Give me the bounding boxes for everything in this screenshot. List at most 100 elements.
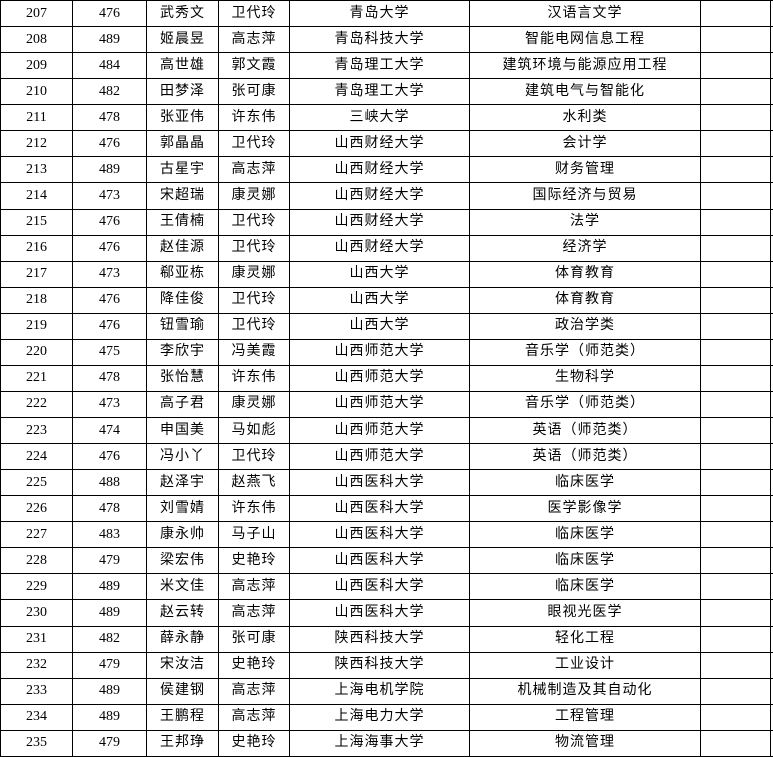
score-cell[interactable]: 473 [72, 182, 147, 210]
empty-cell[interactable] [700, 390, 771, 419]
row-number-cell[interactable]: 229 [0, 573, 73, 601]
row-number-cell[interactable]: 209 [0, 52, 73, 80]
student-name-cell[interactable]: 宋超瑞 [146, 182, 219, 210]
student-name-cell[interactable]: 姬晨昱 [146, 26, 219, 54]
empty-cell[interactable] [700, 599, 771, 627]
major-cell[interactable]: 临床医学 [469, 469, 701, 497]
empty-cell[interactable] [700, 286, 771, 314]
major-cell[interactable]: 建筑电气与智能化 [469, 78, 701, 106]
score-cell[interactable]: 483 [72, 521, 147, 549]
major-cell[interactable]: 音乐学（师范类） [469, 390, 701, 419]
score-cell[interactable]: 482 [72, 625, 147, 653]
row-number-cell[interactable]: 231 [0, 625, 73, 653]
score-cell[interactable]: 476 [72, 286, 147, 314]
major-cell[interactable]: 临床医学 [469, 547, 701, 575]
university-cell[interactable]: 陕西科技大学 [289, 651, 470, 679]
student-name-cell[interactable]: 郗亚栋 [146, 260, 219, 288]
university-cell[interactable]: 山西医科大学 [289, 599, 470, 627]
major-cell[interactable]: 音乐学（师范类） [469, 338, 701, 366]
empty-cell[interactable] [700, 234, 771, 262]
empty-cell[interactable] [700, 130, 771, 158]
university-cell[interactable]: 上海海事大学 [289, 729, 470, 757]
score-cell[interactable]: 473 [72, 390, 147, 419]
university-cell[interactable]: 山西财经大学 [289, 234, 470, 262]
teacher-name-cell[interactable]: 许东伟 [218, 104, 290, 132]
major-cell[interactable]: 工业设计 [469, 651, 701, 679]
score-cell[interactable]: 479 [72, 729, 147, 757]
major-cell[interactable]: 体育教育 [469, 286, 701, 314]
score-cell[interactable]: 476 [72, 443, 147, 471]
university-cell[interactable]: 山西医科大学 [289, 521, 470, 549]
score-cell[interactable]: 478 [72, 364, 147, 392]
row-number-cell[interactable]: 222 [0, 390, 73, 419]
teacher-name-cell[interactable]: 康灵娜 [218, 390, 290, 419]
row-number-cell[interactable]: 235 [0, 729, 73, 757]
empty-cell[interactable] [700, 104, 771, 132]
teacher-name-cell[interactable]: 卫代玲 [218, 130, 290, 158]
empty-cell[interactable] [700, 26, 771, 54]
score-cell[interactable]: 484 [72, 52, 147, 80]
major-cell[interactable]: 国际经济与贸易 [469, 182, 701, 210]
score-cell[interactable]: 482 [72, 78, 147, 106]
student-name-cell[interactable]: 赵佳源 [146, 234, 219, 262]
empty-cell[interactable] [700, 651, 771, 679]
student-name-cell[interactable]: 钮雪瑜 [146, 312, 219, 340]
teacher-name-cell[interactable]: 冯美霞 [218, 338, 290, 366]
major-cell[interactable]: 临床医学 [469, 521, 701, 549]
score-cell[interactable]: 489 [72, 677, 147, 705]
teacher-name-cell[interactable]: 卫代玲 [218, 0, 290, 28]
teacher-name-cell[interactable]: 张可康 [218, 78, 290, 106]
major-cell[interactable]: 机械制造及其自动化 [469, 677, 701, 705]
row-number-cell[interactable]: 216 [0, 234, 73, 262]
university-cell[interactable]: 山西大学 [289, 260, 470, 288]
university-cell[interactable]: 山西医科大学 [289, 547, 470, 575]
student-name-cell[interactable]: 王邦琤 [146, 729, 219, 757]
major-cell[interactable]: 工程管理 [469, 703, 701, 731]
major-cell[interactable]: 英语（师范类） [469, 443, 701, 471]
score-cell[interactable]: 476 [72, 130, 147, 158]
student-name-cell[interactable]: 郭晶晶 [146, 130, 219, 158]
teacher-name-cell[interactable]: 康灵娜 [218, 260, 290, 288]
score-cell[interactable]: 489 [72, 599, 147, 627]
empty-cell[interactable] [700, 364, 771, 392]
empty-cell[interactable] [700, 521, 771, 549]
row-number-cell[interactable]: 233 [0, 677, 73, 705]
teacher-name-cell[interactable]: 卫代玲 [218, 286, 290, 314]
empty-cell[interactable] [700, 443, 771, 471]
major-cell[interactable]: 英语（师范类） [469, 416, 701, 445]
university-cell[interactable]: 山西财经大学 [289, 130, 470, 158]
university-cell[interactable]: 上海电力大学 [289, 703, 470, 731]
university-cell[interactable]: 山西师范大学 [289, 416, 470, 445]
score-cell[interactable]: 476 [72, 208, 147, 236]
score-cell[interactable]: 476 [72, 234, 147, 262]
empty-cell[interactable] [700, 156, 771, 184]
major-cell[interactable]: 水利类 [469, 104, 701, 132]
empty-cell[interactable] [700, 338, 771, 366]
empty-cell[interactable] [700, 52, 771, 80]
empty-cell[interactable] [700, 677, 771, 705]
row-number-cell[interactable]: 215 [0, 208, 73, 236]
row-number-cell[interactable]: 230 [0, 599, 73, 627]
row-number-cell[interactable]: 228 [0, 547, 73, 575]
teacher-name-cell[interactable]: 高志萍 [218, 573, 290, 601]
major-cell[interactable]: 政治学类 [469, 312, 701, 340]
teacher-name-cell[interactable]: 高志萍 [218, 26, 290, 54]
teacher-name-cell[interactable]: 史艳玲 [218, 729, 290, 757]
empty-cell[interactable] [700, 573, 771, 601]
major-cell[interactable]: 体育教育 [469, 260, 701, 288]
row-number-cell[interactable]: 208 [0, 26, 73, 54]
row-number-cell[interactable]: 207 [0, 0, 73, 28]
university-cell[interactable]: 山西师范大学 [289, 443, 470, 471]
score-cell[interactable]: 479 [72, 547, 147, 575]
student-name-cell[interactable]: 冯小丫 [146, 443, 219, 471]
student-name-cell[interactable]: 刘雪婧 [146, 495, 219, 523]
teacher-name-cell[interactable]: 马如彪 [218, 416, 290, 445]
teacher-name-cell[interactable]: 马子山 [218, 521, 290, 549]
university-cell[interactable]: 山西大学 [289, 312, 470, 340]
row-number-cell[interactable]: 220 [0, 338, 73, 366]
empty-cell[interactable] [700, 495, 771, 523]
student-name-cell[interactable]: 武秀文 [146, 0, 219, 28]
student-name-cell[interactable]: 康永帅 [146, 521, 219, 549]
university-cell[interactable]: 青岛科技大学 [289, 26, 470, 54]
student-name-cell[interactable]: 王倩楠 [146, 208, 219, 236]
